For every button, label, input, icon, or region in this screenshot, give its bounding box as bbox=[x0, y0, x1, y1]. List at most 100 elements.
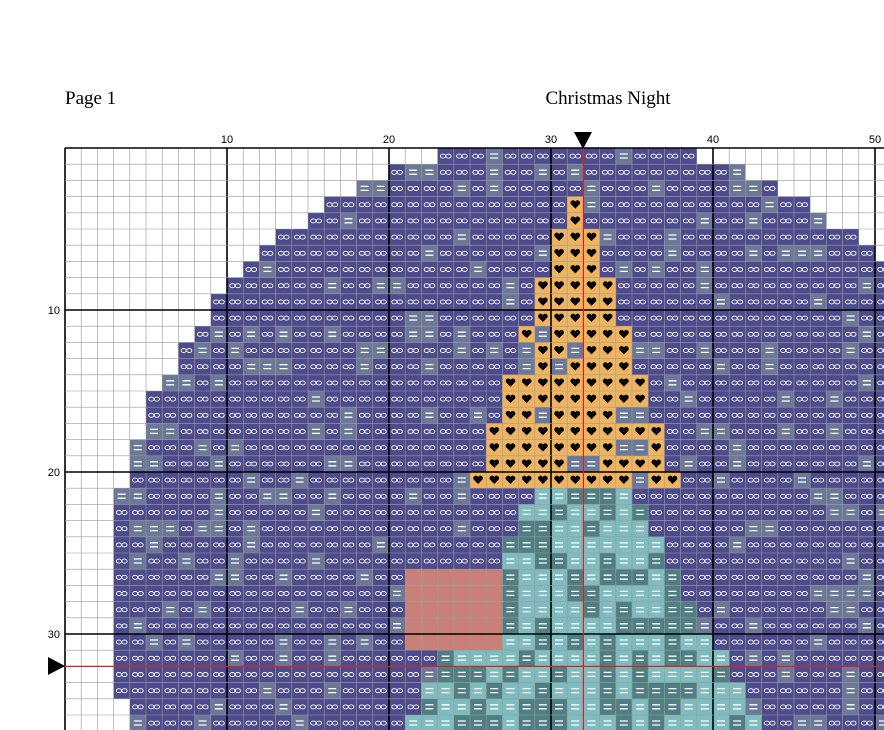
symbol bbox=[555, 671, 563, 678]
symbol bbox=[445, 445, 452, 451]
symbol bbox=[396, 558, 403, 564]
symbol bbox=[121, 623, 128, 629]
symbol bbox=[137, 591, 144, 596]
stitch bbox=[583, 488, 600, 505]
stitch bbox=[567, 455, 584, 472]
symbol bbox=[538, 493, 547, 499]
symbol bbox=[198, 720, 207, 726]
stitch bbox=[826, 488, 843, 505]
symbol bbox=[425, 250, 434, 256]
symbol bbox=[360, 363, 369, 370]
stitch bbox=[567, 634, 584, 651]
symbol bbox=[720, 639, 727, 645]
stitch bbox=[858, 277, 875, 294]
stitch bbox=[615, 536, 632, 553]
symbol bbox=[234, 380, 241, 386]
symbol bbox=[603, 558, 612, 564]
symbol bbox=[477, 283, 484, 289]
symbol bbox=[866, 396, 873, 402]
symbol bbox=[409, 493, 418, 499]
symbol bbox=[315, 542, 322, 548]
symbol bbox=[247, 331, 256, 337]
stitch bbox=[210, 569, 227, 586]
symbol bbox=[720, 267, 727, 272]
symbol bbox=[121, 672, 128, 677]
stitch bbox=[664, 585, 681, 602]
symbol bbox=[299, 672, 306, 677]
symbol bbox=[133, 493, 142, 499]
symbol bbox=[720, 623, 727, 629]
stitch bbox=[615, 650, 632, 667]
symbol bbox=[717, 687, 725, 694]
symbol bbox=[121, 526, 128, 532]
symbol bbox=[137, 655, 144, 661]
symbol bbox=[251, 688, 258, 694]
symbol bbox=[704, 186, 711, 191]
stitch bbox=[567, 715, 584, 730]
symbol bbox=[429, 477, 436, 483]
symbol bbox=[234, 429, 241, 434]
symbol bbox=[555, 590, 563, 597]
symbol bbox=[510, 348, 517, 353]
symbol bbox=[267, 299, 274, 305]
symbol bbox=[737, 655, 744, 661]
symbol bbox=[753, 267, 760, 272]
stitch bbox=[615, 601, 632, 618]
symbol bbox=[818, 315, 825, 321]
symbol bbox=[445, 267, 452, 272]
stitch bbox=[696, 698, 713, 715]
symbol bbox=[267, 639, 274, 645]
stitch bbox=[453, 326, 470, 343]
symbol bbox=[526, 234, 533, 240]
symbol bbox=[700, 282, 709, 289]
symbol bbox=[477, 542, 484, 548]
symbol bbox=[396, 720, 403, 726]
symbol bbox=[186, 542, 193, 548]
symbol bbox=[445, 186, 452, 191]
symbol bbox=[737, 299, 744, 305]
symbol bbox=[490, 671, 499, 678]
symbol bbox=[720, 250, 727, 256]
symbol bbox=[364, 283, 371, 289]
symbol bbox=[299, 558, 306, 564]
symbol bbox=[396, 688, 403, 694]
symbol bbox=[801, 299, 808, 305]
stitch bbox=[632, 342, 649, 359]
stitch bbox=[502, 277, 519, 294]
symbol bbox=[494, 396, 501, 402]
symbol bbox=[586, 346, 597, 355]
symbol bbox=[866, 672, 873, 677]
symbol bbox=[429, 283, 436, 289]
symbol bbox=[587, 525, 596, 532]
symbol bbox=[801, 218, 808, 224]
stitch bbox=[421, 164, 438, 181]
symbol bbox=[445, 250, 452, 256]
stitch bbox=[518, 504, 535, 521]
symbol bbox=[186, 607, 193, 613]
symbol bbox=[522, 704, 531, 710]
symbol bbox=[602, 427, 613, 436]
symbol bbox=[396, 169, 403, 175]
symbol bbox=[818, 283, 825, 289]
stitch bbox=[858, 455, 875, 472]
symbol bbox=[720, 202, 727, 208]
symbol bbox=[652, 687, 661, 694]
stitch bbox=[551, 569, 568, 586]
symbol bbox=[364, 688, 371, 694]
symbol bbox=[538, 427, 548, 436]
stitch bbox=[664, 229, 681, 246]
symbol bbox=[474, 412, 482, 418]
symbol bbox=[834, 315, 841, 321]
symbol bbox=[490, 169, 499, 175]
symbol bbox=[882, 559, 884, 564]
symbol bbox=[315, 688, 322, 694]
symbol bbox=[396, 348, 403, 353]
symbol bbox=[668, 720, 677, 726]
symbol bbox=[170, 542, 177, 548]
symbol bbox=[396, 445, 403, 451]
symbol bbox=[602, 346, 613, 355]
symbol bbox=[332, 704, 339, 710]
symbol bbox=[315, 477, 322, 483]
symbol bbox=[506, 720, 515, 726]
stitch bbox=[486, 715, 503, 730]
